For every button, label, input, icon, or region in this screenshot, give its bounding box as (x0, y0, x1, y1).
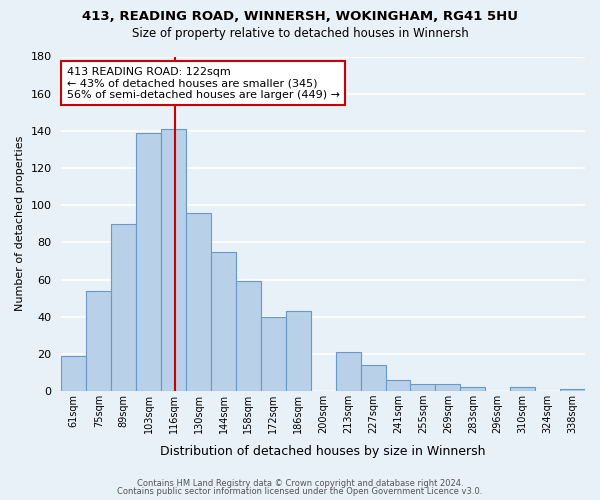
Y-axis label: Number of detached properties: Number of detached properties (15, 136, 25, 312)
Bar (286, 311, 311, 391)
Bar (136, 132, 161, 391)
Bar (186, 212, 211, 391)
Bar (161, 129, 186, 391)
Bar (261, 317, 286, 391)
Text: Size of property relative to detached houses in Winnersh: Size of property relative to detached ho… (131, 28, 469, 40)
Text: Contains HM Land Registry data © Crown copyright and database right 2024.: Contains HM Land Registry data © Crown c… (137, 478, 463, 488)
Bar (410, 384, 436, 391)
Bar (335, 352, 361, 391)
Bar (61, 356, 86, 391)
Bar (460, 388, 485, 391)
Bar (111, 224, 136, 391)
Text: Contains public sector information licensed under the Open Government Licence v3: Contains public sector information licen… (118, 487, 482, 496)
X-axis label: Distribution of detached houses by size in Winnersh: Distribution of detached houses by size … (160, 444, 486, 458)
Bar (211, 252, 236, 391)
Bar (86, 290, 111, 391)
Bar (236, 282, 261, 391)
Bar (386, 380, 410, 391)
Bar (436, 384, 460, 391)
Bar (560, 390, 585, 391)
Text: 413 READING ROAD: 122sqm
← 43% of detached houses are smaller (345)
56% of semi-: 413 READING ROAD: 122sqm ← 43% of detach… (67, 66, 340, 100)
Bar (361, 365, 386, 391)
Bar (510, 388, 535, 391)
Text: 413, READING ROAD, WINNERSH, WOKINGHAM, RG41 5HU: 413, READING ROAD, WINNERSH, WOKINGHAM, … (82, 10, 518, 23)
